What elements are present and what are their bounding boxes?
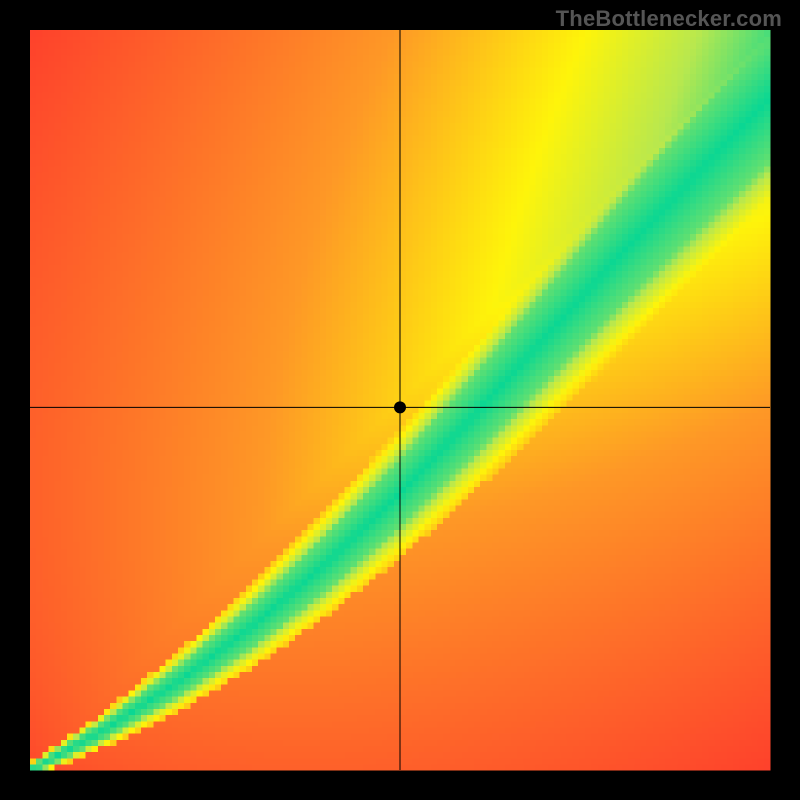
heatmap-chart — [0, 0, 800, 800]
crosshair-dot — [394, 401, 406, 413]
watermark-text: TheBottlenecker.com — [556, 6, 782, 32]
chart-container: TheBottlenecker.com — [0, 0, 800, 800]
